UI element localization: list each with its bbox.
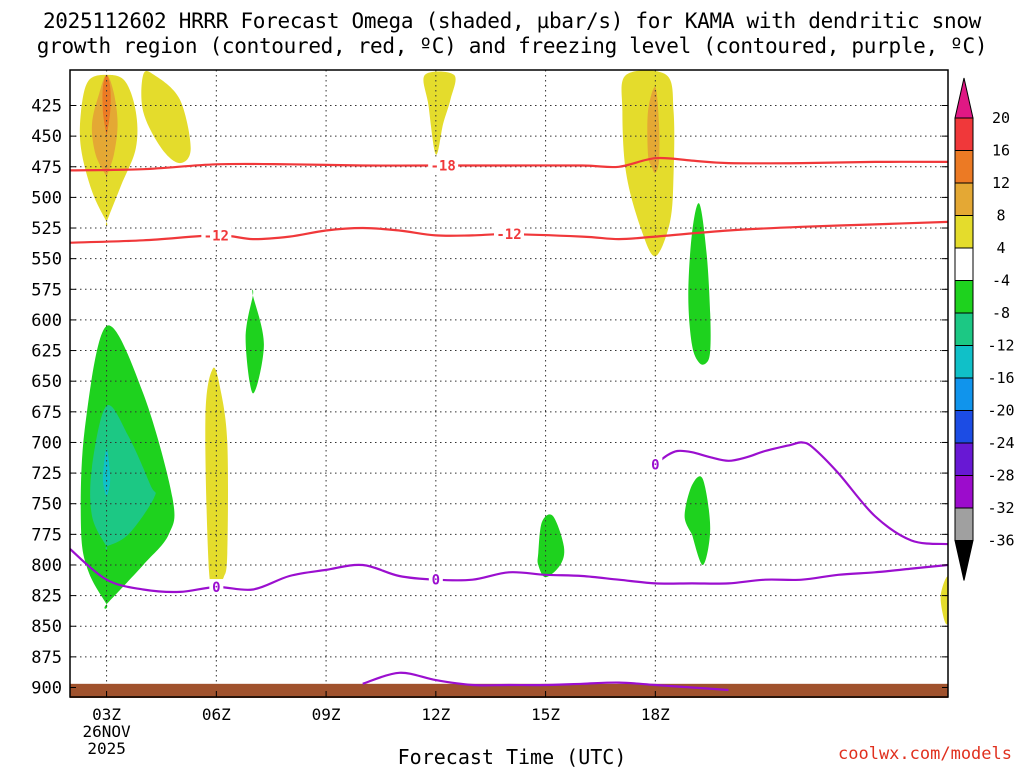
omega-region-green-19z-lower: [684, 476, 711, 566]
y-tick-label: 575: [31, 280, 62, 300]
y-tick-label: 875: [31, 648, 62, 668]
colorbar-tick-label: -12: [987, 337, 1014, 355]
dgz-contour-label: -18: [431, 159, 456, 175]
omega-region-yellow-edge-lower: [940, 576, 948, 625]
freezing-contour-1: [654, 441, 948, 546]
colorbar-tick-label: 4: [996, 239, 1005, 257]
omega-region-cyan-03z: [102, 448, 111, 500]
dgz-contour-label: -12: [496, 227, 521, 243]
omega-region-green-07z: [245, 289, 264, 394]
x-tick-label: 18Z: [641, 705, 670, 724]
y-tick-label: 825: [31, 587, 62, 607]
x-tick-label: 03Z: [92, 705, 121, 724]
y-tick-label: 525: [31, 219, 62, 239]
omega-region-orange-03z: [102, 74, 111, 140]
x-tick-label: 06Z: [202, 705, 231, 724]
y-tick-label: 550: [31, 250, 62, 270]
y-tick-label: 425: [31, 97, 62, 117]
colorbar-swatch: [954, 117, 974, 151]
x-tick-year: 2025: [87, 739, 126, 758]
y-tick-label: 750: [31, 495, 62, 515]
omega-shaded-regions: [79, 70, 948, 625]
colorbar-swatch: [954, 182, 974, 216]
colorbar-swatch: [954, 442, 974, 476]
x-tick-label: 15Z: [531, 705, 560, 724]
freezing-contour-0: [70, 548, 948, 594]
colorbar-swatch: [954, 247, 974, 281]
colorbar-tick-label: -16: [987, 369, 1014, 387]
chart-title-line1: 2025112602 HRRR Forecast Omega (shaded, …: [42, 9, 982, 33]
colorbar-swatch: [954, 410, 974, 444]
colorbar-swatch: [954, 345, 974, 379]
y-tick-label: 600: [31, 311, 62, 331]
freezing-contour-label: 0: [651, 458, 659, 474]
y-tick-label: 700: [31, 433, 62, 453]
y-tick-label: 650: [31, 372, 62, 392]
y-tick-label: 450: [31, 127, 62, 147]
dgz-label-bg: [201, 227, 232, 244]
y-tick-label: 500: [31, 188, 62, 208]
colorbar-swatch: [954, 215, 974, 249]
freezing-label-bg: [428, 571, 443, 588]
credit-link[interactable]: coolwx.com/models: [838, 744, 1012, 764]
freezing-contour-label: 0: [432, 573, 440, 589]
colorbar-tick-label: 12: [992, 174, 1010, 192]
colorbar-bottom-arrow: [954, 540, 974, 581]
colorbar-tick-label: -32: [987, 499, 1014, 517]
omega-region-gold-18z: [647, 86, 660, 174]
y-tick-label: 775: [31, 525, 62, 545]
x-tick-label: 12Z: [421, 705, 450, 724]
colorbar-swatch: [954, 507, 974, 541]
freezing-label-bg: [209, 579, 224, 596]
colorbar-swatch: [954, 312, 974, 346]
omega-region-green-15z: [537, 514, 565, 578]
colorbar: 20 16 12 8 4 -4 -8 -12 -16 -20 -24 -28 -32 -36: [954, 77, 1015, 581]
chart-title-line2: growth region (contoured, red, ºC) and f…: [36, 34, 988, 58]
freezing-contour-2: [362, 671, 729, 692]
omega-region-yellow-05z-upper: [141, 70, 191, 164]
colorbar-tick-label: -36: [987, 532, 1014, 550]
colorbar-tick-label: -28: [987, 467, 1014, 485]
dgz-label-bg: [428, 157, 459, 174]
colorbar-swatch: [954, 150, 974, 184]
terrain-layer: [70, 683, 948, 698]
y-tick-label: 475: [31, 158, 62, 178]
omega-region-gold-03z: [91, 74, 118, 180]
colorbar-swatch: [954, 475, 974, 509]
colorbar-top-arrow: [954, 77, 974, 119]
colorbar-tick-label: 20: [992, 109, 1010, 127]
y-tick-label: 850: [31, 617, 62, 637]
y-tick-label: 800: [31, 556, 62, 576]
y-tick-label: 625: [31, 342, 62, 362]
terrain-band: [70, 683, 948, 698]
colorbar-tick-label: 16: [992, 142, 1010, 160]
axes: 425 450 475 500 525 550 575 600 625 650 675 700 725 7…: [31, 69, 949, 758]
colorbar-tick-label: -20: [987, 402, 1014, 420]
plot-frame: [69, 69, 949, 698]
omega-region-yellow-18z-upper: [621, 70, 675, 257]
colorbar-swatch: [954, 280, 974, 314]
dgz-contour-0: [70, 156, 948, 172]
contour-lines: -18 -12 -12 0 0 0: [70, 156, 948, 692]
y-tick-label: 675: [31, 403, 62, 423]
colorbar-tick-label: -4: [992, 272, 1010, 290]
y-tick-label: 725: [31, 464, 62, 484]
colorbar-swatch: [954, 377, 974, 411]
freezing-contour-label: 0: [212, 580, 220, 596]
dgz-label-bg: [494, 226, 524, 243]
dgz-contour-label: -12: [204, 228, 229, 244]
colorbar-tick-label: 8: [996, 207, 1005, 225]
colorbar-tick-label: -8: [992, 304, 1010, 322]
dgz-contour-1: [70, 220, 948, 244]
freezing-label-bg: [648, 456, 663, 473]
x-tick-date: 26NOV: [82, 722, 131, 741]
y-tick-label: 900: [31, 679, 62, 699]
omega-region-yellow-06z-lower: [205, 367, 228, 588]
colorbar-tick-label: -24: [987, 434, 1014, 452]
x-axis-label: Forecast Time (UTC): [397, 745, 627, 769]
omega-region-yellow-12z-upper: [423, 71, 456, 155]
omega-region-green-19z-upper: [688, 203, 711, 365]
x-tick-label: 09Z: [312, 705, 341, 724]
